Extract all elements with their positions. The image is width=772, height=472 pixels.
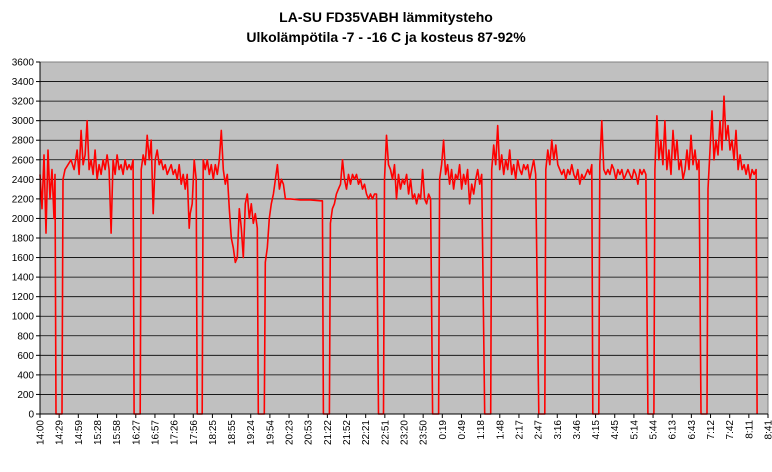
y-tick-label: 1800 bbox=[12, 234, 35, 245]
y-tick-label: 2000 bbox=[12, 214, 35, 225]
y-tick-label: 0 bbox=[28, 410, 34, 421]
y-tick-label: 1400 bbox=[12, 273, 35, 284]
x-tick-label: 23:50 bbox=[419, 420, 430, 445]
y-tick-label: 2400 bbox=[12, 175, 35, 186]
x-tick-label: 8:41 bbox=[764, 420, 772, 440]
x-tick-label: 19:24 bbox=[246, 420, 257, 445]
x-tick-label: 17:56 bbox=[189, 420, 200, 445]
x-tick-label: 21:22 bbox=[323, 420, 334, 445]
y-tick-label: 400 bbox=[17, 370, 34, 381]
x-tick-label: 22:21 bbox=[361, 420, 372, 445]
x-tick-label: 18:25 bbox=[208, 420, 219, 445]
y-tick-label: 3000 bbox=[12, 116, 35, 127]
x-tick-label: 1:48 bbox=[495, 420, 506, 440]
x-tick-label: 20:23 bbox=[285, 420, 296, 445]
y-tick-label: 800 bbox=[17, 331, 34, 342]
x-tick-label: 21:52 bbox=[342, 420, 353, 445]
x-tick-label: 6:43 bbox=[687, 420, 698, 440]
y-tick-label: 600 bbox=[17, 351, 34, 362]
x-tick-label: 18:55 bbox=[227, 420, 238, 445]
chart-title: LA-SU FD35VABH lämmitysteho bbox=[279, 9, 493, 25]
x-tick-label: 0:49 bbox=[457, 420, 468, 440]
x-tick-label: 23:20 bbox=[400, 420, 411, 445]
x-tick-label: 16:57 bbox=[150, 420, 161, 445]
x-tick-label: 2:47 bbox=[534, 420, 545, 440]
x-tick-label: 7:12 bbox=[706, 420, 717, 440]
x-tick-label: 7:42 bbox=[725, 420, 736, 440]
y-tick-label: 3200 bbox=[12, 97, 35, 108]
x-tick-label: 22:51 bbox=[380, 420, 391, 445]
x-tick-label: 3:16 bbox=[553, 420, 564, 440]
chart-subtitle: Ulkolämpötila -7 - -16 C ja kosteus 87-9… bbox=[246, 29, 526, 45]
y-tick-label: 2200 bbox=[12, 194, 35, 205]
x-tick-label: 4:45 bbox=[610, 420, 621, 440]
y-tick-label: 1600 bbox=[12, 253, 35, 264]
series-line bbox=[39, 95, 758, 415]
x-tick-label: 15:28 bbox=[93, 420, 104, 445]
x-tick-label: 14:00 bbox=[36, 420, 47, 445]
x-tick-label: 5:14 bbox=[629, 420, 640, 440]
y-axis-ticks: 0 200 400 600 800 1000 1200 1400 1600 1800 2000 220… bbox=[12, 58, 40, 421]
y-tick-label: 200 bbox=[17, 390, 34, 401]
x-tick-label: 0:19 bbox=[438, 420, 449, 440]
x-tick-label: 17:26 bbox=[170, 420, 181, 445]
x-tick-label: 1:18 bbox=[476, 420, 487, 440]
x-tick-label: 19:54 bbox=[265, 420, 276, 445]
x-axis-ticks: 14:00 14:29 14:59 15:28 15:58 16:27 16:57 17:26… bbox=[36, 414, 772, 445]
x-tick-label: 20:53 bbox=[304, 420, 315, 445]
y-tick-label: 3600 bbox=[12, 58, 35, 69]
x-tick-label: 2:17 bbox=[514, 420, 525, 440]
y-tick-label: 2600 bbox=[12, 155, 35, 166]
x-tick-label: 14:59 bbox=[74, 420, 85, 445]
x-tick-label: 16:27 bbox=[131, 420, 142, 445]
x-tick-label: 5:44 bbox=[649, 420, 660, 440]
x-tick-label: 6:13 bbox=[668, 420, 679, 440]
y-tick-label: 2800 bbox=[12, 136, 35, 147]
x-tick-label: 3:46 bbox=[572, 420, 583, 440]
x-tick-label: 4:15 bbox=[591, 420, 602, 440]
x-tick-label: 14:29 bbox=[55, 420, 66, 445]
x-tick-label: 15:58 bbox=[112, 420, 123, 445]
y-tick-label: 1000 bbox=[12, 312, 35, 323]
y-tick-label: 3400 bbox=[12, 77, 35, 88]
y-tick-label: 1200 bbox=[12, 292, 35, 303]
x-tick-label: 8:11 bbox=[744, 420, 755, 439]
